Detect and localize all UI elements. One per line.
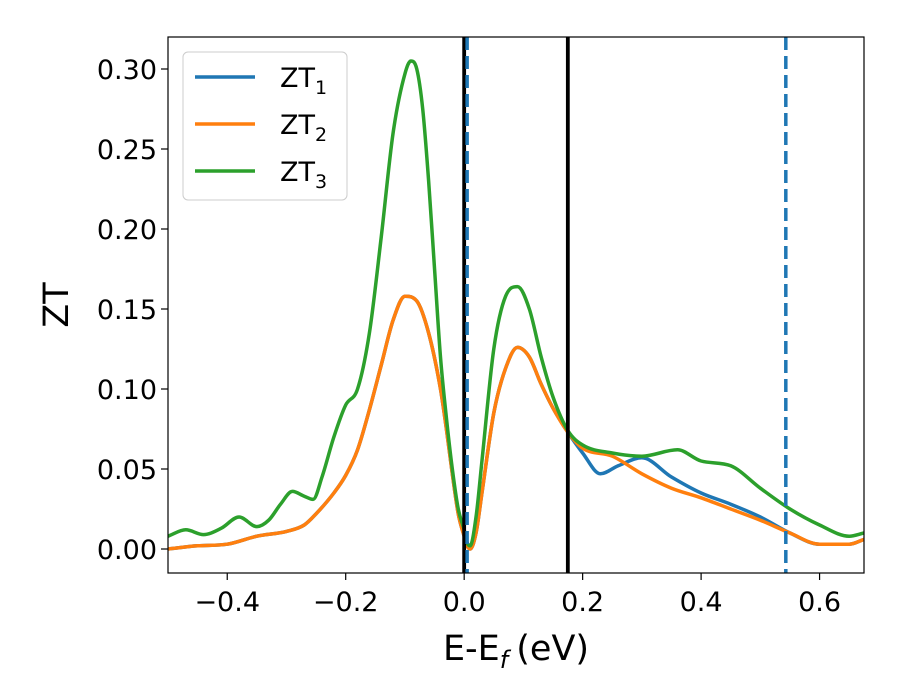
y-tick-label: 0.15 <box>97 295 157 326</box>
y-tick-label: 0.00 <box>97 535 157 566</box>
plot-area <box>168 59 864 551</box>
y-tick-label: 0.20 <box>97 215 157 246</box>
x-tick-label: −0.2 <box>313 587 379 618</box>
legend-box <box>182 51 348 201</box>
y-tick-label: 0.30 <box>97 55 157 86</box>
series-line-zt3 <box>168 59 864 548</box>
x-axis-title: E-Ef (eV) <box>443 629 589 674</box>
y-axis-title: ZT <box>37 282 77 328</box>
x-tick-label: 0.6 <box>798 587 841 618</box>
legend-label-zt3: ZT3 <box>280 157 327 193</box>
legend-label-zt1: ZT1 <box>280 63 327 99</box>
x-tick-label: −0.4 <box>194 587 260 618</box>
plot-frame <box>167 36 865 574</box>
x-tick-label: 0.4 <box>680 587 723 618</box>
x-tick-label: 0.2 <box>561 587 604 618</box>
y-tick-label: 0.10 <box>97 375 157 406</box>
reference-lines <box>462 37 788 573</box>
x-axis: −0.4 −0.2 0.0 0.2 0.4 0.6 <box>194 573 841 618</box>
y-tick-label: 0.25 <box>97 135 157 166</box>
legend-label-zt2: ZT2 <box>280 110 327 146</box>
x-tick-label: 0.0 <box>443 587 486 618</box>
y-axis: 0.00 0.05 0.10 0.15 0.20 0.25 0.30 <box>97 55 168 566</box>
legend: ZT1 ZT2 ZT3 <box>182 51 348 201</box>
y-tick-label: 0.05 <box>97 455 157 486</box>
